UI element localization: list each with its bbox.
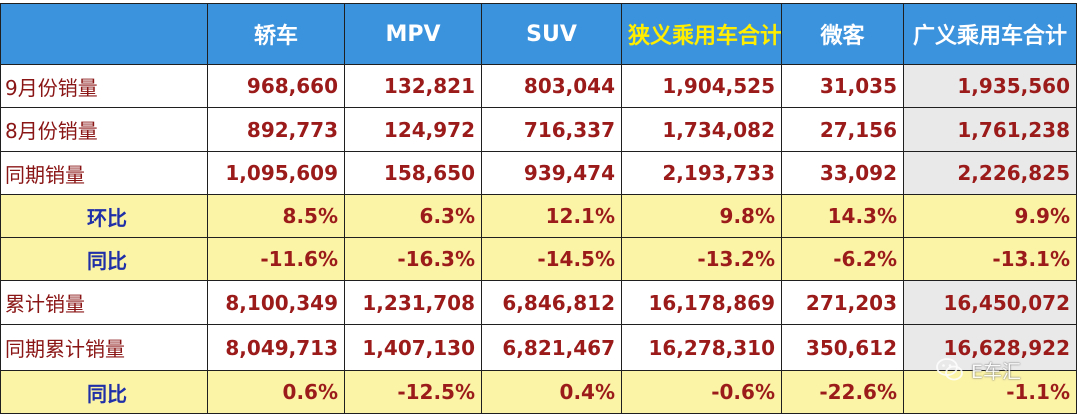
watermark: E车汇 — [935, 355, 1021, 385]
table-cell: -13.2% — [621, 237, 782, 281]
table-cell: 8,100,349 — [207, 280, 345, 325]
table-cell: 968,660 — [207, 64, 345, 108]
table-cell: 9.8% — [621, 194, 782, 238]
table-cell: 33,092 — [781, 151, 904, 195]
table-cell: 158,650 — [344, 151, 482, 195]
table-cell: 0.4% — [481, 370, 622, 414]
table-cell: 132,821 — [344, 64, 482, 108]
table-header: 轿车 MPV SUV 狭义乘用车合计 微客 广义乘用车合计 — [0, 3, 1077, 65]
table-cell: 31,035 — [781, 64, 904, 108]
table-cell: 271,203 — [781, 280, 904, 325]
table-cell: 1,734,082 — [621, 107, 782, 152]
table-cell: 716,337 — [481, 107, 622, 152]
table-row: 9月份销量 968,660 132,821 803,044 1,904,525 31,03… — [0, 64, 1077, 108]
table-cell: 1,935,560 — [903, 64, 1077, 108]
table-cell: 16,278,310 — [621, 324, 782, 371]
header-mpv: MPV — [344, 3, 482, 65]
header-corner — [0, 3, 208, 65]
table-cell: -14.5% — [481, 237, 622, 281]
table-cell: 1,761,238 — [903, 107, 1077, 152]
table-cell: -1.1% — [903, 370, 1077, 414]
table-cell: 27,156 — [781, 107, 904, 152]
table-cell: -12.5% — [344, 370, 482, 414]
ratio-row: 同比 -11.6% -16.3% -14.5% -13.2% -6.2% -13.1% — [0, 237, 1077, 281]
table-cell: 16,178,869 — [621, 280, 782, 325]
table-cell: 1,231,708 — [344, 280, 482, 325]
table-cell: -6.2% — [781, 237, 904, 281]
table-body: 9月份销量 968,660 132,821 803,044 1,904,525 31,03… — [0, 64, 1077, 414]
table-cell: -16.3% — [344, 237, 482, 281]
table-cell: 8,049,713 — [207, 324, 345, 371]
row-label: 同比 — [0, 237, 208, 281]
table-cell: 8.5% — [207, 194, 345, 238]
table-cell: 0.6% — [207, 370, 345, 414]
table-row: 同期销量 1,095,609 158,650 939,474 2,193,733 33,0… — [0, 151, 1077, 195]
table-cell: 16,628,922 — [903, 324, 1077, 371]
table-cell: 350,612 — [781, 324, 904, 371]
row-label: 9月份销量 — [0, 64, 208, 108]
table-cell: -11.6% — [207, 237, 345, 281]
header-broad-total: 广义乘用车合计 — [903, 3, 1077, 65]
sales-table: 轿车 MPV SUV 狭义乘用车合计 微客 广义乘用车合计 9月份销量 968,6… — [0, 3, 1077, 414]
table-cell: 9.9% — [903, 194, 1077, 238]
header-row: 轿车 MPV SUV 狭义乘用车合计 微客 广义乘用车合计 — [0, 3, 1077, 65]
header-sedan: 轿车 — [207, 3, 345, 65]
table-cell: 6.3% — [344, 194, 482, 238]
table-cell: 939,474 — [481, 151, 622, 195]
table-cell: -22.6% — [781, 370, 904, 414]
table-row: 同期累计销量 8,049,713 1,407,130 6,821,467 16,278,… — [0, 324, 1077, 371]
table-cell: -0.6% — [621, 370, 782, 414]
table-cell: 124,972 — [344, 107, 482, 152]
table-cell: 6,821,467 — [481, 324, 622, 371]
table-cell: 14.3% — [781, 194, 904, 238]
row-label: 同期累计销量 — [0, 324, 208, 371]
table-row: 8月份销量 892,773 124,972 716,337 1,734,082 27,15… — [0, 107, 1077, 152]
table-cell: 1,904,525 — [621, 64, 782, 108]
row-label: 8月份销量 — [0, 107, 208, 152]
table-cell: 16,450,072 — [903, 280, 1077, 325]
table-cell: 803,044 — [481, 64, 622, 108]
table-cell: 1,407,130 — [344, 324, 482, 371]
table-cell: 12.1% — [481, 194, 622, 238]
ratio-row: 同比 0.6% -12.5% 0.4% -0.6% -22.6% -1.1% — [0, 370, 1077, 414]
row-label: 同期销量 — [0, 151, 208, 195]
table-cell: 892,773 — [207, 107, 345, 152]
table-row: 累计销量 8,100,349 1,231,708 6,846,812 16,178,86… — [0, 280, 1077, 325]
header-narrow-total: 狭义乘用车合计 — [621, 3, 782, 65]
table-cell: 1,095,609 — [207, 151, 345, 195]
row-label: 同比 — [0, 370, 208, 414]
table-cell: 2,193,733 — [621, 151, 782, 195]
table-cell: 2,226,825 — [903, 151, 1077, 195]
row-label: 累计销量 — [0, 280, 208, 325]
watermark-text: E车汇 — [971, 360, 1022, 383]
ratio-row: 环比 8.5% 6.3% 12.1% 9.8% 14.3% 9.9% — [0, 194, 1077, 238]
table-cell: 6,846,812 — [481, 280, 622, 325]
header-minivan: 微客 — [781, 3, 904, 65]
header-suv: SUV — [481, 3, 622, 65]
row-label: 环比 — [0, 194, 208, 238]
table-cell: -13.1% — [903, 237, 1077, 281]
wechat-icon — [936, 358, 963, 381]
